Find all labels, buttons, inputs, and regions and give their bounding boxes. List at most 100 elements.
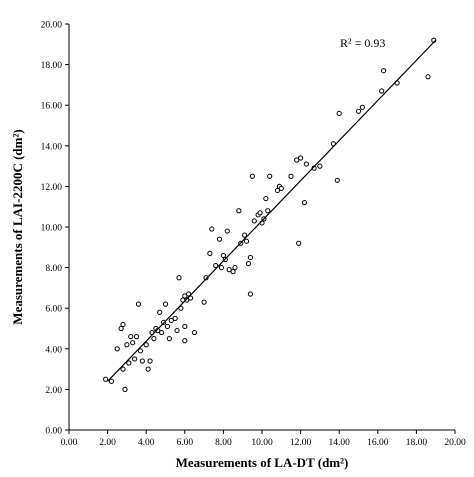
data-point: [213, 262, 219, 269]
data-point: [380, 68, 387, 74]
data-point: [126, 360, 132, 366]
data-point: [232, 265, 238, 271]
x-tick-label: 20.00: [444, 438, 466, 448]
data-point: [294, 157, 300, 163]
data-point: [226, 267, 232, 273]
data-point: [162, 301, 169, 307]
x-tick-label: 8.00: [215, 438, 232, 448]
r-squared-label: R² = 0.93: [340, 36, 385, 50]
data-point: [139, 358, 145, 364]
data-point: [108, 378, 115, 384]
data-point: [135, 301, 142, 307]
data-point: [207, 250, 213, 256]
x-tick-label: 4.00: [138, 438, 155, 448]
data-point: [166, 336, 172, 342]
data-point: [145, 366, 151, 372]
y-tick-label: 10.00: [41, 224, 63, 234]
data-point: [172, 315, 178, 321]
data-point: [114, 346, 120, 352]
data-point: [184, 297, 190, 303]
data-point: [257, 210, 263, 216]
data-point: [176, 275, 182, 281]
data-point: [224, 228, 230, 234]
data-point: [216, 236, 223, 242]
data-point: [336, 110, 342, 116]
data-point: [220, 252, 226, 259]
data-point: [218, 265, 225, 271]
y-tick-label: 4.00: [45, 345, 62, 355]
data-point: [247, 254, 254, 261]
data-point: [182, 323, 188, 330]
x-tick-label: 12.00: [290, 438, 312, 448]
x-tick-label: 18.00: [406, 438, 428, 448]
x-axis-ticks: 0.00 2.00 4.00 6.00 8.00 10.00 12.00 14.00 16.00…: [61, 430, 466, 448]
data-point: [157, 309, 163, 315]
data-point: [182, 338, 188, 344]
data-point: [120, 366, 126, 372]
data-point: [147, 358, 153, 364]
y-tick-label: 2.00: [45, 386, 62, 396]
data-point: [122, 386, 128, 392]
data-point: [120, 321, 126, 328]
data-point: [124, 342, 130, 348]
y-tick-label: 18.00: [41, 61, 63, 71]
data-point: [130, 340, 136, 346]
data-point: [151, 336, 157, 342]
y-axis-ticks: 0.00 2.00 4.00 6.00 8.00 10.00 12.00 14.00 16.00…: [41, 21, 69, 437]
data-point: [379, 88, 385, 94]
data-point: [334, 177, 340, 183]
x-tick-label: 0.00: [61, 438, 78, 448]
data-point: [128, 334, 134, 340]
data-point: [355, 108, 362, 114]
data-point: [359, 104, 365, 110]
data-point: [118, 325, 124, 332]
data-point: [274, 187, 281, 194]
data-point: [236, 208, 242, 214]
data-point: [247, 291, 254, 297]
y-tick-label: 0.00: [45, 427, 62, 437]
x-tick-label: 16.00: [367, 438, 389, 448]
data-point: [159, 329, 165, 336]
data-point: [425, 74, 431, 80]
data-point: [296, 240, 302, 246]
data-point: [263, 195, 269, 202]
trendline: [107, 39, 437, 382]
y-tick-label: 8.00: [45, 264, 62, 274]
y-axis-title: Measurements of LAI-2200C (dm²): [10, 129, 25, 324]
data-point: [249, 173, 255, 179]
data-point: [317, 163, 323, 169]
x-tick-label: 14.00: [329, 438, 351, 448]
data-point: [164, 323, 171, 330]
y-tick-label: 12.00: [41, 183, 63, 193]
data-point: [201, 299, 207, 305]
data-point: [245, 260, 252, 267]
data-point: [132, 356, 138, 362]
data-point: [298, 155, 304, 161]
data-point: [243, 238, 250, 244]
data-point: [267, 173, 273, 179]
data-point: [303, 161, 309, 167]
data-point: [301, 200, 308, 206]
x-tick-label: 10.00: [251, 438, 273, 448]
data-point: [209, 226, 215, 232]
y-tick-label: 6.00: [45, 305, 62, 315]
data-points: [103, 37, 437, 392]
data-point: [230, 269, 236, 275]
data-point: [278, 185, 284, 192]
y-tick-label: 16.00: [41, 102, 63, 112]
data-point: [133, 334, 140, 340]
y-tick-label: 20.00: [41, 21, 63, 31]
data-point: [178, 305, 184, 311]
data-point: [288, 173, 294, 179]
data-point: [174, 327, 180, 334]
y-tick-label: 14.00: [41, 142, 63, 152]
data-point: [103, 376, 109, 382]
x-tick-label: 6.00: [176, 438, 193, 448]
data-point: [203, 275, 209, 281]
data-point: [143, 342, 149, 348]
data-point: [191, 329, 198, 336]
data-point: [251, 218, 257, 224]
data-point: [242, 232, 248, 238]
data-point: [137, 348, 144, 354]
